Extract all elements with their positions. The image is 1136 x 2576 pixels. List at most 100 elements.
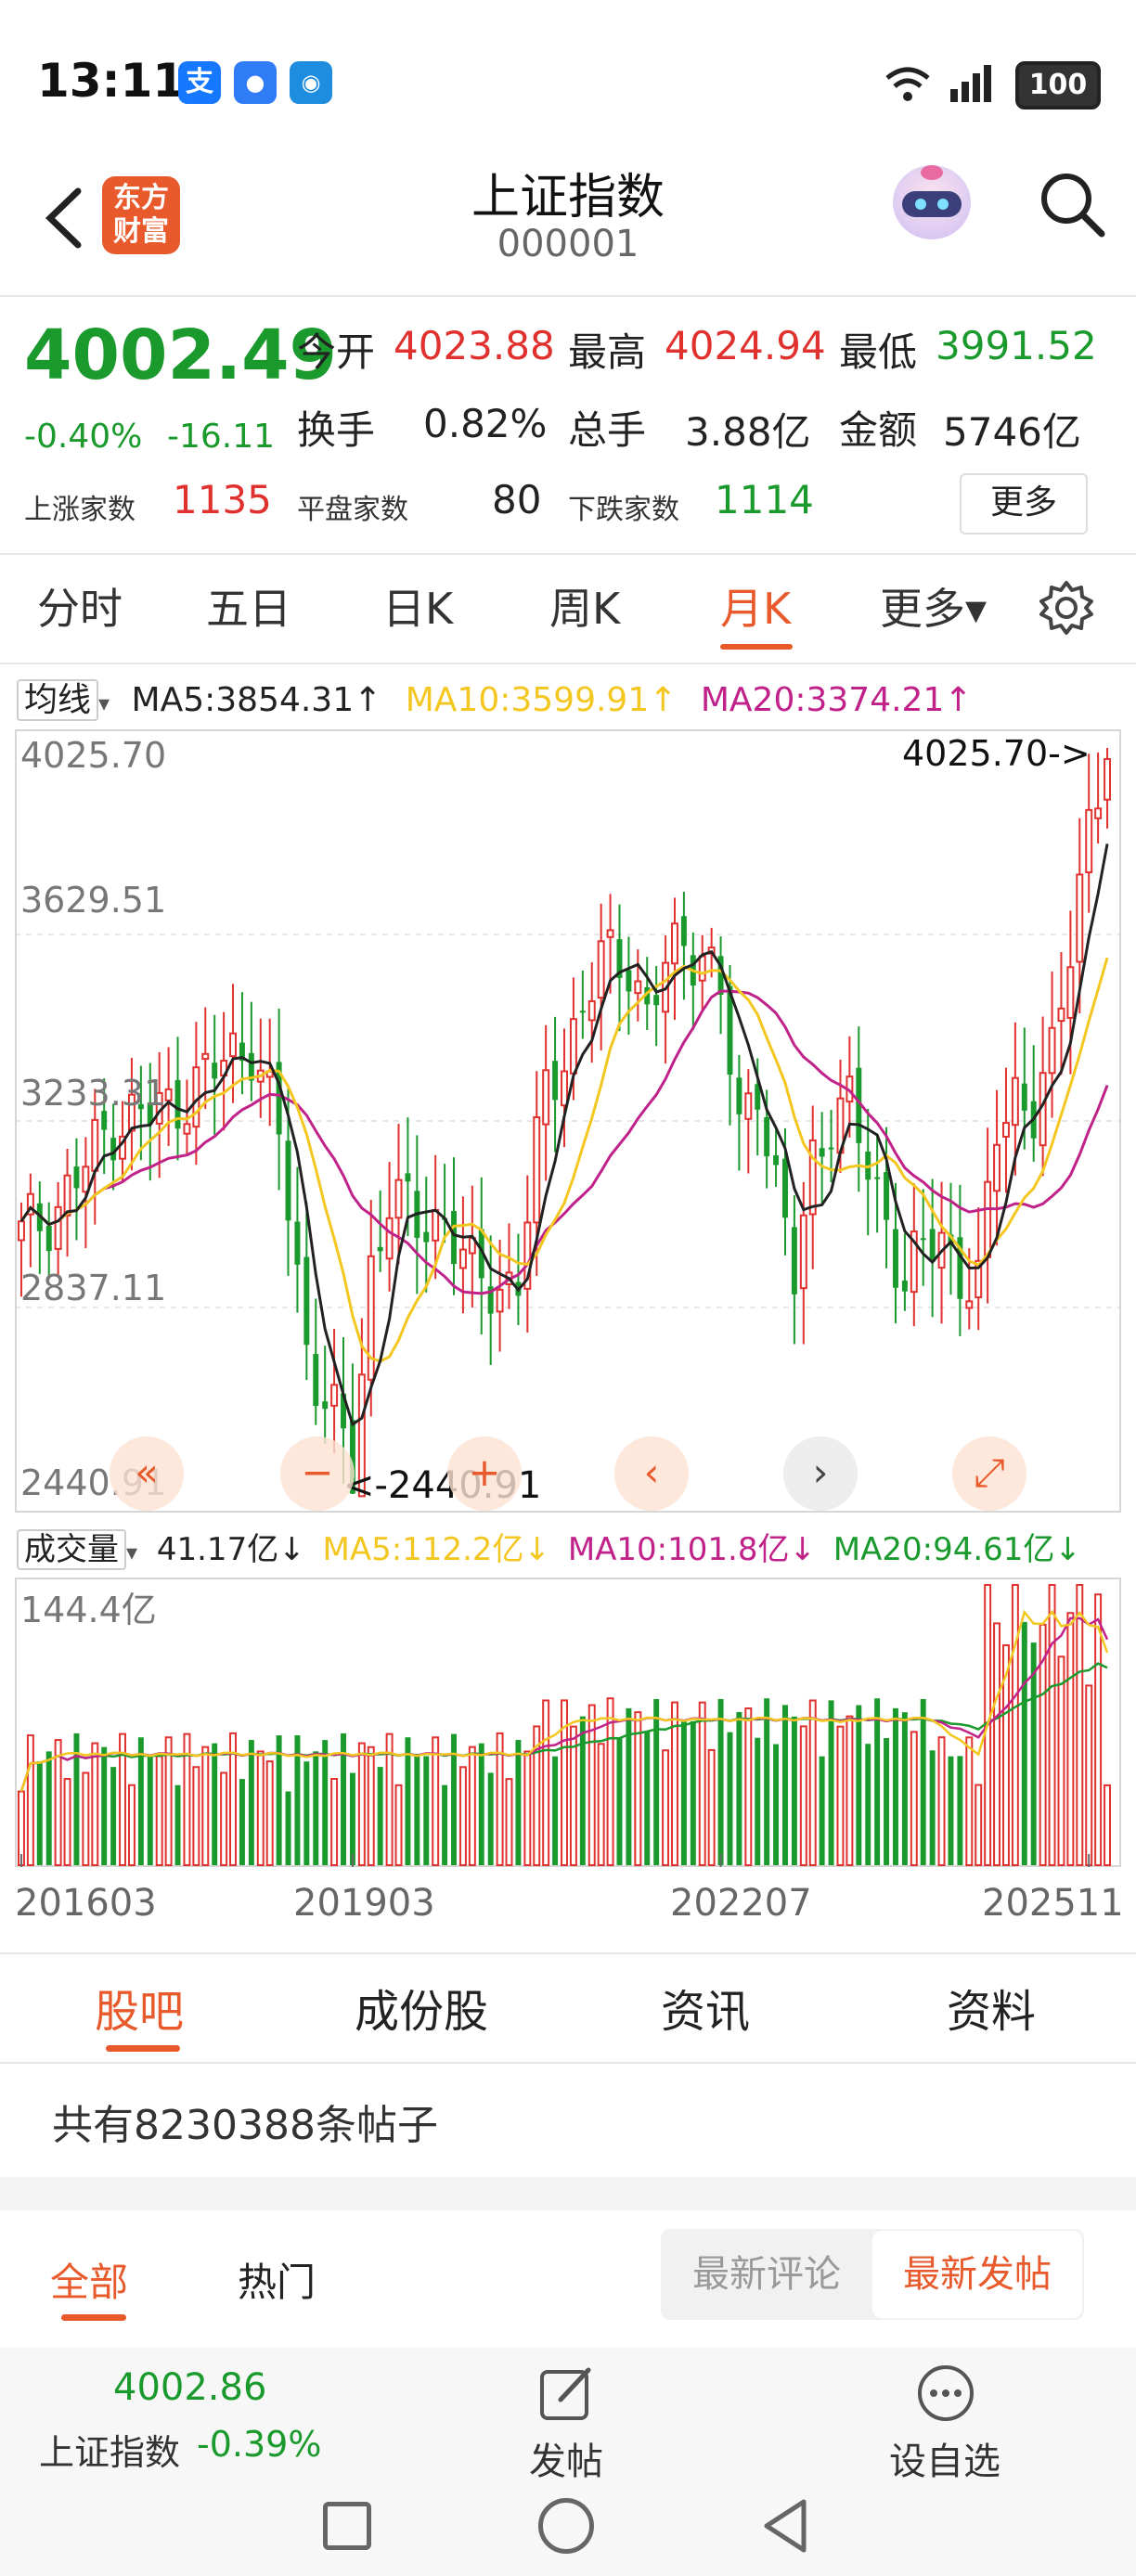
- tab-five-day[interactable]: 五日: [206, 584, 291, 634]
- scroll-right-button[interactable]: ›: [783, 1436, 858, 1511]
- candle: [63, 1149, 71, 1257]
- nav-recents-icon[interactable]: [323, 2502, 371, 2550]
- zoom-out-button[interactable]: −: [280, 1436, 355, 1511]
- candlestick-chart[interactable]: [15, 729, 1121, 1513]
- volume-bar: [884, 1738, 890, 1865]
- volume-bar: [1057, 1655, 1065, 1867]
- add-watchlist-button[interactable]: 设自选: [889, 2441, 1000, 2483]
- candle: [808, 1105, 817, 1269]
- candle: [1030, 1045, 1037, 1162]
- candle: [322, 1346, 329, 1444]
- volume-ma10: MA10:101.8亿↓: [567, 1531, 816, 1568]
- volume-selector-caret-icon[interactable]: ▾: [126, 1539, 138, 1565]
- volume-bar: [26, 1734, 34, 1866]
- volume-bar: [248, 1740, 254, 1865]
- volume-bar: [965, 1736, 974, 1866]
- amount-value: 5746亿: [943, 409, 1081, 455]
- volume-bar: [137, 1737, 144, 1865]
- candle: [957, 1184, 963, 1336]
- scroll-left-button[interactable]: ‹: [614, 1436, 689, 1511]
- volume-bar: [63, 1778, 71, 1866]
- candle: [1039, 1016, 1047, 1177]
- volume-current: 41.17亿↓: [156, 1531, 305, 1568]
- ma5-line: [19, 844, 1109, 1427]
- filter-all[interactable]: 全部: [50, 2260, 129, 2305]
- volume-bar: [773, 1744, 780, 1865]
- tab-monthly-k[interactable]: 月K: [720, 584, 792, 634]
- logo-line-1: 东方: [113, 182, 169, 214]
- candle: [36, 1181, 43, 1274]
- volume-bar: [920, 1698, 926, 1865]
- zoom-in-button[interactable]: +: [447, 1436, 522, 1511]
- candle: [680, 892, 687, 1000]
- ma-selector[interactable]: 均线: [17, 679, 99, 721]
- tab-weekly-k[interactable]: 周K: [549, 584, 621, 634]
- volume-ma20: MA20:94.61亿↓: [833, 1531, 1081, 1568]
- message-app-icon: ●: [234, 61, 277, 104]
- fullscreen-button[interactable]: ⤢: [952, 1436, 1026, 1511]
- candle: [1048, 971, 1056, 1118]
- back-icon[interactable]: [35, 186, 100, 251]
- tab-intraday[interactable]: 分时: [37, 584, 123, 634]
- volume-chart-frame[interactable]: [15, 1578, 1121, 1867]
- compose-post-icon[interactable]: [536, 2363, 598, 2424]
- candle: [276, 1008, 282, 1191]
- ma-selector-caret-icon[interactable]: ▾: [98, 690, 110, 716]
- candle: [587, 962, 596, 1063]
- tab-guba[interactable]: 股吧: [95, 1986, 185, 2038]
- tab-daily-k[interactable]: 日K: [382, 584, 454, 634]
- candle: [1085, 753, 1093, 913]
- volume-bar: [239, 1779, 245, 1865]
- volume-bar: [755, 1737, 761, 1865]
- price-tick-2: 3629.51: [20, 880, 167, 921]
- sort-latest-comment[interactable]: 最新评论: [692, 2253, 841, 2296]
- volume-bar: [1094, 1593, 1103, 1867]
- volume-selector[interactable]: 成交量: [17, 1529, 126, 1570]
- tab-constituents[interactable]: 成份股: [355, 1986, 489, 2038]
- volume-bar: [505, 1778, 513, 1866]
- tab-more[interactable]: 更多▾: [880, 584, 988, 634]
- more-options-icon[interactable]: [915, 2363, 976, 2424]
- post-button[interactable]: 发帖: [529, 2441, 603, 2483]
- filter-hot[interactable]: 热门: [238, 2260, 316, 2305]
- candle: [791, 1195, 797, 1345]
- robot-avatar-icon[interactable]: [887, 158, 976, 247]
- volume-bar: [515, 1740, 522, 1865]
- volume-bar: [634, 1711, 642, 1866]
- volume-bar: [744, 1707, 753, 1866]
- qq-icon: ◉: [290, 61, 332, 104]
- candle: [606, 894, 614, 994]
- volume-bar: [1085, 1684, 1093, 1867]
- settings-gear-icon[interactable]: [1038, 579, 1095, 637]
- battery-icon: 100: [1015, 61, 1101, 109]
- volume-bar: [1066, 1612, 1075, 1866]
- nav-back-icon[interactable]: [759, 2496, 811, 2556]
- sort-latest-post[interactable]: 最新发帖: [872, 2231, 1082, 2318]
- ma5-value: MA5:3854.31↑: [131, 681, 382, 719]
- volume-bar: [948, 1756, 954, 1865]
- volume-bar: [101, 1746, 108, 1865]
- more-stats-button[interactable]: 更多: [960, 473, 1088, 535]
- candle: [874, 1133, 881, 1233]
- nav-home-icon[interactable]: [538, 2498, 594, 2554]
- volume-bar: [846, 1715, 854, 1866]
- volume-bar: [442, 1784, 448, 1865]
- x-label-2: 201903: [293, 1882, 435, 1925]
- volume-bar: [865, 1744, 871, 1865]
- tab-profile[interactable]: 资料: [947, 1986, 1037, 2038]
- flat-count: 80: [492, 477, 542, 522]
- candle: [893, 1182, 898, 1324]
- volume-chart[interactable]: [15, 1578, 1121, 1867]
- volume-bar: [468, 1745, 476, 1866]
- volume-bar: [1011, 1584, 1019, 1866]
- volume-bar: [377, 1767, 383, 1865]
- volume-bar: [45, 1751, 52, 1865]
- tab-news[interactable]: 资讯: [661, 1986, 751, 2038]
- volume-bar: [110, 1767, 117, 1865]
- candle: [579, 970, 586, 1039]
- volume-bar: [727, 1732, 733, 1865]
- volume-bar: [212, 1743, 218, 1865]
- scroll-left-fast-button[interactable]: «: [110, 1436, 184, 1511]
- candle: [468, 1185, 476, 1307]
- search-icon[interactable]: [1035, 167, 1109, 241]
